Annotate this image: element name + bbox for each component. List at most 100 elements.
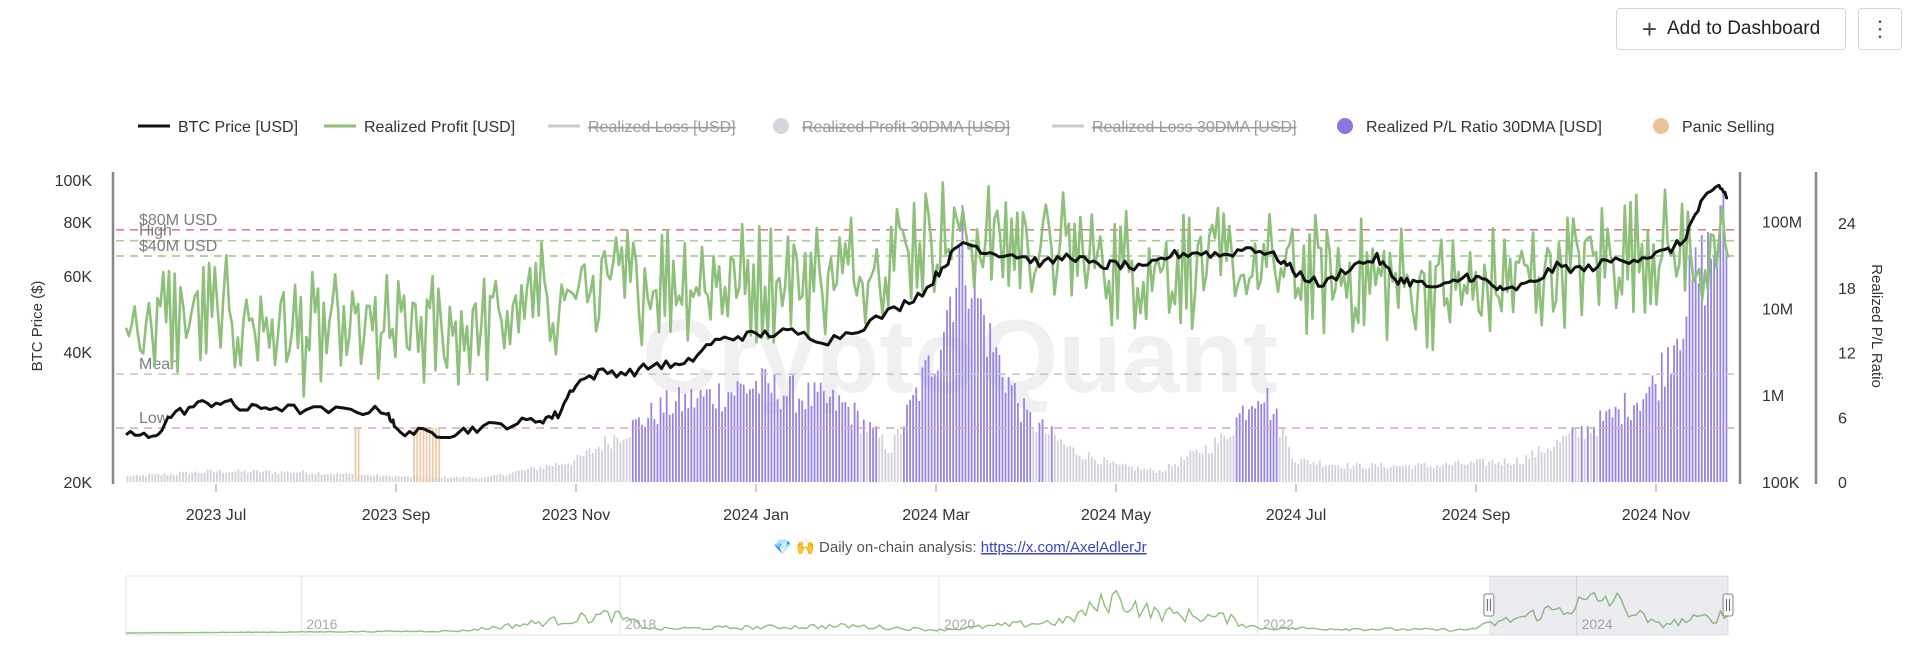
pl-ratio-bar: [511, 472, 514, 482]
pl-ratio-bar: [810, 405, 813, 482]
pl-ratio-bar: [906, 404, 908, 482]
pl-ratio-bar: [1300, 459, 1303, 482]
pl-ratio-bar: [644, 426, 647, 482]
pl-ratio-bar: [487, 476, 489, 482]
pl-ratio-bar: [1010, 385, 1013, 482]
pl-ratio-bar: [443, 476, 446, 482]
pl-ratio-bar: [727, 391, 730, 482]
pl-ratio-bar: [1676, 338, 1679, 482]
pl-ratio-bar: [822, 391, 825, 482]
pl-ratio-bar: [465, 477, 468, 482]
more-options-button[interactable]: ⋮: [1858, 8, 1902, 50]
pl-ratio-bar: [1682, 338, 1685, 482]
pl-ratio-bar: [1426, 466, 1429, 482]
pl-ratio-bar: [1562, 435, 1565, 482]
pl-ratio-bar: [1398, 466, 1401, 482]
panic-selling-bar: [428, 428, 431, 482]
pl-ratio-bar: [561, 464, 563, 482]
pl-ratio-bar: [1623, 392, 1626, 482]
pl-ratio-bar: [1596, 435, 1598, 482]
pl-ratio-bar: [1278, 437, 1281, 482]
legend-label: BTC Price [USD]: [178, 119, 298, 136]
pl-ratio-bar: [126, 476, 129, 482]
pl-ratio-bar: [1032, 429, 1035, 482]
navigator-handle[interactable]: [1722, 593, 1734, 617]
pl-ratio-bar: [634, 419, 637, 482]
pl-ratio-bar: [1155, 473, 1158, 482]
legend-item[interactable]: Realized Loss [USD]: [548, 119, 736, 136]
pl-ratio-bar: [835, 410, 838, 482]
pl-ratio-bar: [1516, 457, 1518, 482]
pl-ratio-bar: [1491, 460, 1494, 482]
legend-item[interactable]: Realized Loss 30DMA [USD]: [1052, 119, 1297, 136]
pl-ratio-bar: [1377, 466, 1380, 482]
pl-ratio-bar: [240, 471, 243, 482]
pl-ratio-bar: [665, 390, 668, 482]
legend-item[interactable]: Realized Profit [USD]: [324, 119, 515, 136]
pl-ratio-bar: [610, 448, 613, 482]
pl-ratio-bar: [918, 400, 921, 482]
pl-ratio-bar: [222, 472, 224, 482]
pl-ratio-bar: [370, 476, 372, 482]
pl-ratio-bar: [1537, 445, 1540, 482]
pl-ratio-bar: [388, 476, 391, 482]
navigator-handle[interactable]: [1483, 593, 1495, 617]
legend-item[interactable]: Panic Selling: [1653, 118, 1775, 136]
pl-ratio-bar: [992, 352, 995, 482]
pl-ratio-bar: [145, 476, 147, 482]
pl-ratio-bar: [1639, 411, 1642, 482]
pl-ratio-bar: [576, 455, 579, 482]
navigator-selection[interactable]: [1488, 576, 1728, 635]
pl-ratio-bar: [949, 296, 952, 482]
legend-item[interactable]: BTC Price [USD]: [138, 119, 298, 136]
pl-ratio-bar: [1023, 398, 1025, 482]
pl-ratio-bar: [1214, 437, 1216, 482]
footer-link[interactable]: https://x.com/AxelAdlerJr: [981, 539, 1147, 556]
pl-ratio-bar: [539, 466, 542, 482]
pl-ratio-bar: [924, 360, 927, 482]
pl-ratio-bar: [564, 464, 566, 482]
pl-ratio-bar: [1266, 388, 1269, 482]
pl-ratio-bar: [1540, 452, 1543, 482]
pl-ratio-bar: [936, 370, 939, 482]
pl-ratio-bar: [1121, 464, 1124, 482]
legend-item[interactable]: Realized P/L Ratio 30DMA [USD]: [1337, 118, 1602, 136]
pl-ratio-bar: [1602, 420, 1605, 482]
pl-ratio-bar: [1013, 383, 1016, 482]
x-tick-label: 2023 Nov: [542, 507, 611, 524]
navigator: 20162018202020222024: [125, 575, 1734, 636]
pl-ratio-bar: [696, 398, 699, 482]
pl-ratio-bar: [1183, 459, 1186, 482]
pl-ratio-bar: [1115, 463, 1118, 482]
pl-ratio-bar: [200, 473, 203, 482]
legend-item[interactable]: Realized Profit 30DMA [USD]: [773, 118, 1010, 136]
pl-ratio-bar: [480, 477, 483, 482]
add-to-dashboard-button[interactable]: + Add to Dashboard: [1616, 8, 1846, 50]
pl-ratio-bar: [517, 470, 520, 482]
pl-ratio-bar: [779, 409, 782, 482]
pl-ratio-bar: [265, 470, 268, 482]
pl-ratio-bar: [314, 474, 317, 482]
pl-ratio-bar: [1411, 469, 1414, 482]
pl-ratio-bar: [1035, 432, 1038, 482]
pl-ratio-bar: [850, 424, 853, 482]
pl-ratio-bar: [1420, 463, 1423, 482]
pl-ratio-bar: [1429, 465, 1432, 482]
pl-ratio-bar: [271, 473, 274, 482]
pl-ratio-bar: [724, 406, 727, 482]
pl-ratio-bar: [1180, 456, 1183, 482]
pl-ratio-bar: [508, 474, 511, 482]
pl-ratio-bar: [166, 475, 169, 482]
pl-ratio-bar: [1047, 434, 1050, 482]
pl-ratio-bar: [893, 434, 896, 482]
pl-ratio-bar: [305, 472, 308, 482]
pl-ratio-bar: [1174, 464, 1176, 482]
pl-ratio-bar: [1651, 375, 1654, 482]
pl-ratio-bar: [1685, 316, 1688, 482]
pl-ratio-bar: [252, 469, 255, 482]
pl-ratio-bar: [545, 464, 548, 482]
pl-ratio-bar: [490, 476, 492, 482]
pl-ratio-bar: [912, 394, 915, 482]
pl-ratio-bar: [160, 475, 163, 482]
navigator-handle-body: [1722, 593, 1734, 617]
